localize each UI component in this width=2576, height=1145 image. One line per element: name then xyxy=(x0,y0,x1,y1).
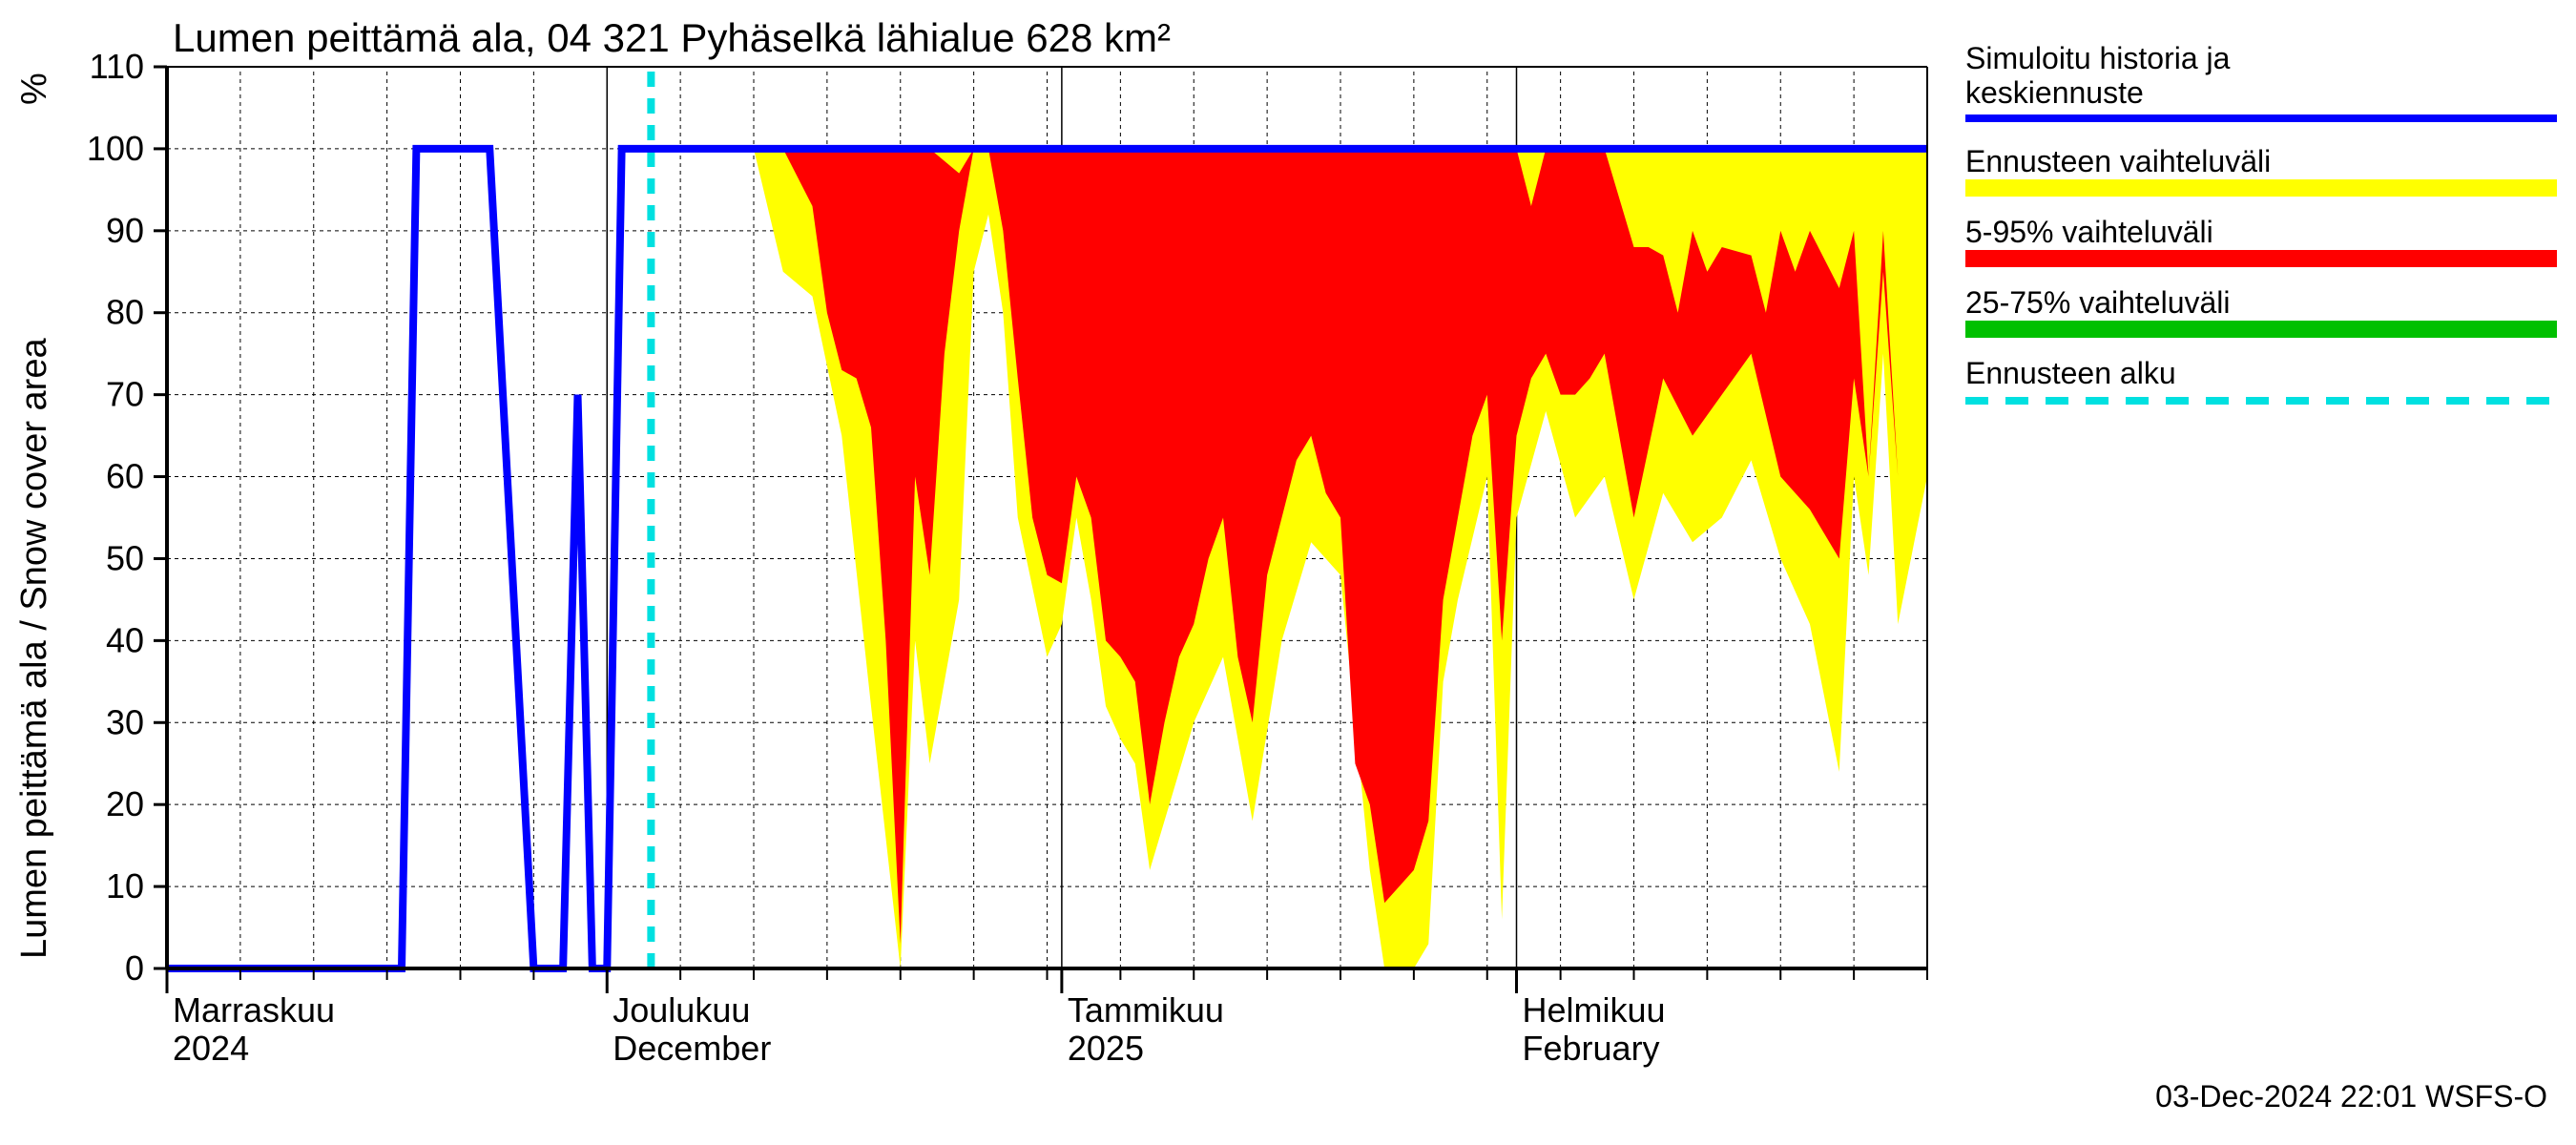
chart-title: Lumen peittämä ala, 04 321 Pyhäselkä läh… xyxy=(173,15,1171,60)
legend-swatch-band xyxy=(1965,250,2557,267)
y-tick-label: 60 xyxy=(106,457,144,496)
y-tick-label: 90 xyxy=(106,211,144,250)
y-tick-label: 10 xyxy=(106,866,144,906)
x-tick-label-2: 2025 xyxy=(1068,1029,1144,1068)
x-tick-label-1: Joulukuu xyxy=(613,990,750,1030)
x-tick-label-1: Tammikuu xyxy=(1068,990,1224,1030)
x-tick-label-1: Marraskuu xyxy=(173,990,335,1030)
y-tick-label: 70 xyxy=(106,375,144,414)
legend-label: 5-95% vaihteluväli xyxy=(1965,215,2213,249)
y-axis-label: Lumen peittämä ala / Snow cover area xyxy=(14,338,54,959)
y-tick-label: 0 xyxy=(125,948,144,988)
legend-label: keskiennuste xyxy=(1965,75,2144,110)
legend-label: 25-75% vaihteluväli xyxy=(1965,285,2231,320)
x-tick-label-1: Helmikuu xyxy=(1523,990,1666,1030)
y-tick-label: 20 xyxy=(106,784,144,823)
x-tick-label-2: December xyxy=(613,1029,771,1068)
y-tick-label: 50 xyxy=(106,538,144,577)
legend-label: Ennusteen alku xyxy=(1965,356,2176,390)
y-tick-label: 30 xyxy=(106,702,144,741)
chart-container: 0 10 20 30 40 50 60 70 80 90 100 110 Marraskuu2024 Jo… xyxy=(0,0,2576,1145)
chart-svg: 0 10 20 30 40 50 60 70 80 90 100 110 Marraskuu2024 Jo… xyxy=(0,0,2576,1145)
y-tick-label: 100 xyxy=(87,129,144,168)
x-tick-label-2: 2024 xyxy=(173,1029,249,1068)
y-axis-unit: % xyxy=(14,73,54,105)
legend-swatch-band xyxy=(1965,321,2557,338)
legend-label: Ennusteen vaihteluväli xyxy=(1965,144,2271,178)
legend-swatch-band xyxy=(1965,179,2557,197)
legend-label: Simuloitu historia ja xyxy=(1965,41,2231,75)
footer-timestamp: 03-Dec-2024 22:01 WSFS-O xyxy=(2155,1079,2547,1114)
y-tick-label: 110 xyxy=(90,47,144,86)
y-tick-label: 40 xyxy=(106,620,144,659)
y-tick-label: 80 xyxy=(106,293,144,332)
x-tick-label-2: February xyxy=(1523,1029,1660,1068)
